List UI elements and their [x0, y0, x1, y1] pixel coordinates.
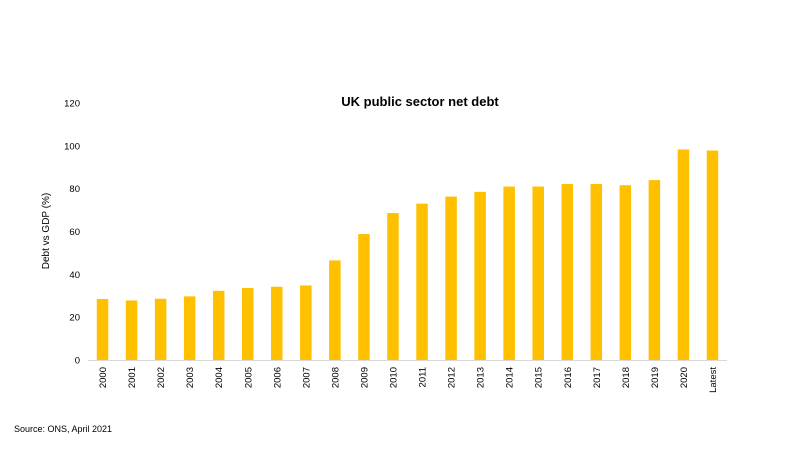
- bar: [271, 286, 283, 360]
- y-tick-label: 100: [64, 141, 80, 152]
- bar: [96, 298, 109, 360]
- bar: [706, 150, 719, 360]
- x-tick-label: 2007: [301, 367, 312, 388]
- x-tick-label: 2013: [476, 367, 487, 388]
- x-tick-label: 2018: [621, 367, 632, 388]
- x-axis-ticks: 2000 2001 2002 2003 2004 2005 2006 2007 2008 2009…: [98, 367, 719, 393]
- x-tick-label: 2016: [563, 367, 574, 388]
- x-tick-label: 2011: [418, 367, 429, 387]
- bar: [445, 196, 457, 360]
- bar: [532, 186, 544, 360]
- x-tick-label: 2014: [505, 367, 516, 388]
- x-tick-label: Latest: [708, 367, 719, 393]
- x-tick-label: 2010: [388, 367, 399, 388]
- bar: [503, 186, 515, 360]
- bar-series: [96, 149, 719, 360]
- bar: [677, 149, 690, 360]
- x-tick-label: 2019: [650, 367, 661, 388]
- x-tick-label: 2012: [447, 367, 458, 388]
- bar: [416, 203, 428, 360]
- x-tick-label: 2005: [243, 367, 254, 388]
- bar: [212, 290, 225, 360]
- y-tick-label: 120: [64, 99, 80, 110]
- x-tick-label: 2000: [98, 367, 109, 388]
- bar: [561, 183, 573, 360]
- y-axis-ticks: 0 20 40 60 80 100 120: [64, 99, 80, 367]
- bar: [300, 285, 312, 360]
- y-tick-label: 60: [69, 227, 80, 238]
- bar: [329, 260, 341, 360]
- y-axis-label: Debt vs GDP (%): [41, 193, 52, 270]
- x-tick-label: 2017: [592, 367, 603, 388]
- x-tick-label: 2004: [214, 367, 225, 388]
- y-tick-label: 0: [75, 356, 80, 367]
- bar: [387, 213, 399, 360]
- bar: [154, 298, 167, 360]
- source-note: Source: ONS, April 2021: [14, 424, 112, 434]
- y-tick-label: 20: [69, 313, 80, 324]
- bar: [474, 191, 486, 360]
- bar: [648, 180, 661, 360]
- bar: [619, 185, 632, 360]
- x-tick-label: 2003: [185, 367, 196, 388]
- bar: [358, 234, 370, 360]
- x-tick-label: 2020: [679, 367, 690, 388]
- y-tick-label: 40: [69, 270, 80, 281]
- x-tick-label: 2006: [272, 367, 283, 388]
- bar: [590, 183, 603, 360]
- x-tick-label: 2002: [156, 367, 167, 388]
- y-tick-label: 80: [69, 184, 80, 195]
- bar: [125, 300, 138, 360]
- bar: [242, 288, 254, 360]
- x-tick-label: 2001: [127, 367, 138, 388]
- x-tick-label: 2009: [359, 367, 370, 388]
- bar: [183, 296, 196, 360]
- chart-title: UK public sector net debt: [341, 94, 499, 109]
- x-tick-label: 2008: [330, 367, 341, 388]
- x-tick-label: 2015: [534, 367, 545, 388]
